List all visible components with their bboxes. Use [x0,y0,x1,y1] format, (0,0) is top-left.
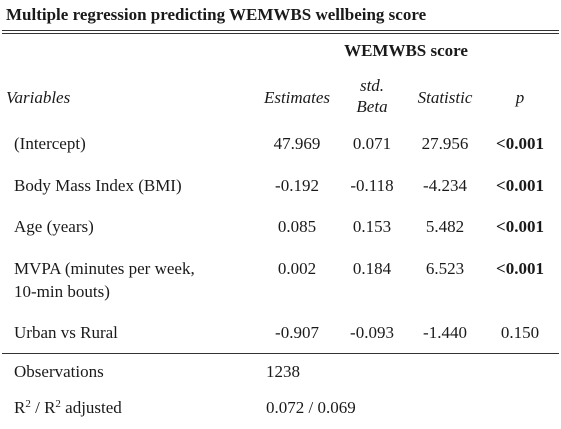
row-p-value: 0.150 [500,323,540,342]
top-rule [2,30,559,31]
header-variables: Variables [6,88,71,107]
row-p-value: <0.001 [496,176,544,195]
footer-rule [2,353,559,354]
row-estimate: -0.192 [275,176,319,195]
header-p: p [515,88,525,107]
row-variable-mvpa-line1: MVPA (minutes per week, [14,259,195,278]
table-title: Multiple regression predicting WEMWBS we… [6,5,427,24]
header-std-beta-line2: Beta [356,97,388,116]
row-estimate: -0.907 [275,323,319,342]
r2-value: 0.072 / 0.069 [266,398,356,417]
column-group-header: WEMWBS score [344,41,468,60]
row-estimate: 0.002 [277,259,317,278]
row-estimate: 47.969 [273,134,321,153]
row-statistic: -4.234 [423,176,467,195]
row-variable-urban-rural: Urban vs Rural [14,323,118,342]
observations-label: Observations [14,362,104,381]
row-variable-age: Age (years) [14,217,94,236]
row-statistic: 27.956 [421,134,469,153]
row-std-beta: 0.071 [352,134,392,153]
row-variable-mvpa-line2: 10-min bouts) [14,282,110,301]
row-variable-bmi: Body Mass Index (BMI) [14,176,182,195]
header-std-beta-line1: std. [359,76,385,95]
top-rule-2 [2,33,559,34]
row-variable-intercept: (Intercept) [14,134,86,153]
row-estimate: 0.085 [277,217,317,236]
row-p-value: <0.001 [496,134,544,153]
row-statistic: 5.482 [425,217,465,236]
row-std-beta: 0.184 [352,259,392,278]
header-statistic: Statistic [417,88,473,107]
row-std-beta: -0.093 [350,323,394,342]
row-statistic: 6.523 [425,259,465,278]
row-statistic: -1.440 [423,323,467,342]
row-std-beta: 0.153 [352,217,392,236]
header-estimates: Estimates [263,88,331,107]
observations-value: 1238 [266,362,300,381]
row-p-value: <0.001 [496,217,544,236]
r2-label: R2 / R2 adjusted [14,398,122,417]
row-p-value: <0.001 [496,259,544,278]
row-std-beta: -0.118 [350,176,394,195]
